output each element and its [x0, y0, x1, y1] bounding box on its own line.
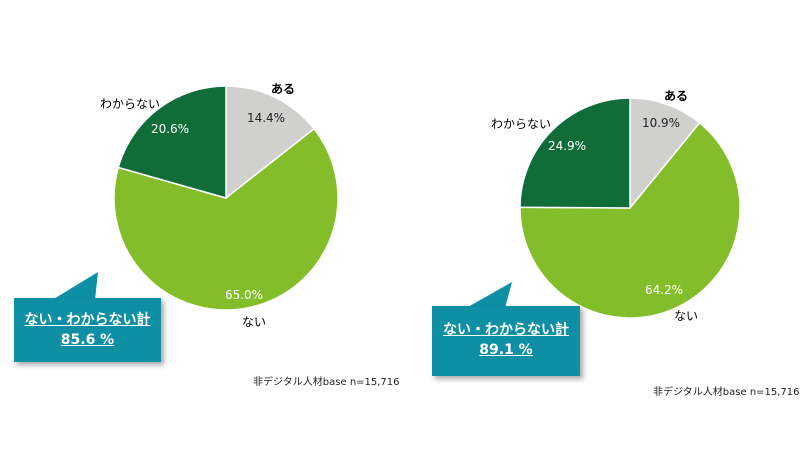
value-label-aru-2: 10.9% [642, 116, 680, 130]
slice-nai-2 [519, 121, 741, 319]
value-label-aru-1: 14.4% [247, 111, 285, 125]
slice-nai-1 [113, 127, 339, 311]
slice-aru-1 [225, 85, 316, 200]
slice-wakaranai-2 [519, 97, 631, 209]
category-label-nai-2: ない [674, 309, 698, 323]
callout-total-2: 89.1 % [479, 342, 533, 358]
callout-total-1: 85.6 % [60, 332, 115, 348]
slice-aru-2 [629, 97, 701, 211]
base-note-1: 非デジタル人材base n=15,716 [253, 377, 400, 388]
callout-pointer-2 [466, 282, 512, 308]
category-label-aru-1: ある [271, 82, 295, 96]
callout-pointer-1 [52, 272, 98, 300]
total-callout-1: ない・わからない計 85.6 % [14, 298, 161, 362]
value-label-wakaranai-1: 20.6% [151, 122, 189, 136]
category-label-wakaranai-1: わからない [100, 97, 160, 111]
callout-title-2: ない・わからない計 [443, 322, 569, 338]
pie-chart-2: ある わからない ない 10.9% 24.9% 64.2% [491, 89, 741, 323]
pie-chart-1: ある わからない ない 14.4% 20.6% 65.0% [100, 82, 339, 329]
value-label-wakaranai-2: 24.9% [548, 139, 586, 153]
value-label-nai-1: 65.0% [225, 288, 263, 302]
callout-title-1: ない・わからない計 [24, 312, 151, 328]
category-label-nai-1: ない [242, 315, 266, 329]
slice-wakaranai-1 [117, 85, 227, 199]
category-label-wakaranai-2: わからない [491, 117, 551, 131]
base-note-2: 非デジタル人材base n=15,716 [653, 387, 800, 398]
total-callout-2: ない・わからない計 89.1 % [432, 306, 580, 376]
value-label-nai-2: 64.2% [645, 283, 683, 297]
category-label-aru-2: ある [664, 89, 688, 103]
